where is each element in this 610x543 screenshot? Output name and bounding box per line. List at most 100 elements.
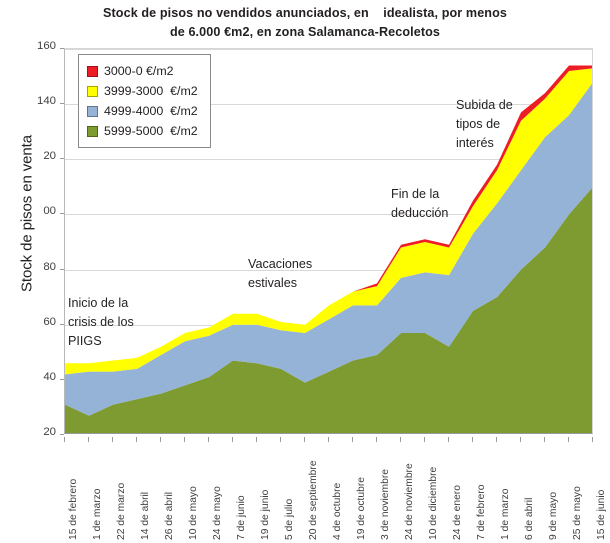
y-axis-tick-label: 80 (43, 260, 56, 273)
gridline (65, 104, 592, 105)
x-axis-tick-label: 15 de febrero (68, 478, 79, 540)
x-axis-tick-mark (64, 437, 65, 442)
y-axis-tick-mark (60, 158, 64, 159)
legend-item-label: 4999-4000 €/m2 (104, 104, 198, 118)
x-axis-tick-mark (496, 437, 497, 442)
x-axis-tick-mark (184, 437, 185, 442)
annotation-line: Inicio de la (68, 296, 129, 310)
x-axis-tick-label: 19 de junio (260, 489, 271, 540)
x-axis-tick-mark (376, 437, 377, 442)
x-axis-tick-label: 25 de mayo (572, 486, 583, 540)
y-axis-tick-mark (60, 324, 64, 325)
y-axis-tick-mark (60, 379, 64, 380)
annotation-tipos: Subida de tipos de interés (456, 96, 513, 153)
x-axis-tick-mark (88, 437, 89, 442)
gridline (65, 159, 592, 160)
area-series-1 (65, 188, 592, 433)
chart-title-line-2: de 6.000 €m2, en zona Salamanca-Recoleto… (169, 25, 441, 39)
x-axis-tick-mark (280, 437, 281, 442)
x-axis-tick-label: 1 de marzo (500, 488, 511, 540)
annotation-line: deducción (391, 206, 449, 220)
y-axis-tick-label: 00 (43, 205, 56, 218)
x-axis-tick-mark (400, 437, 401, 442)
x-axis-tick-label: 24 de noviembre (404, 463, 415, 540)
x-axis-tick-label: 4 de octubre (332, 482, 343, 540)
x-axis-tick-mark (160, 437, 161, 442)
x-axis-tick-label: 26 de abril (164, 491, 175, 540)
x-axis-tick-label: 5 de julio (284, 498, 295, 540)
x-axis-tick-label: 15 de junio (596, 489, 607, 540)
annotation-vacaciones: Vacaciones estivales (248, 255, 312, 293)
x-axis-tick-mark (208, 437, 209, 442)
legend-item[interactable]: 3999-3000 €/m2 (87, 81, 198, 101)
y-axis-title: Stock de pisos en venta (18, 135, 36, 292)
y-axis-tick-label: 40 (43, 370, 56, 383)
x-axis-tick-mark (304, 437, 305, 442)
x-axis-tick-mark (136, 437, 137, 442)
x-axis-tick-mark (112, 437, 113, 442)
x-axis-tick-label: 10 de diciembre (428, 466, 439, 540)
x-axis-tick-label: 19 de octubre (356, 477, 367, 540)
legend-item[interactable]: 3000-0 €/m2 (87, 61, 198, 81)
x-axis-tick-mark (448, 437, 449, 442)
annotation-line: Vacaciones (248, 257, 313, 271)
chart-legend: 3000-0 €/m2 3999-3000 €/m2 4999-4000 €/m2 5… (78, 54, 211, 148)
y-axis-tick-mark (60, 103, 64, 104)
y-label-occlusion (6, 149, 32, 168)
legend-color-swatch (87, 85, 98, 97)
plot-area (64, 48, 593, 434)
x-axis-tick-label: 6 de abril (524, 497, 535, 540)
x-axis-tick-label: 14 de abril (140, 491, 151, 540)
x-axis-tick-label: 24 de mayo (212, 486, 223, 540)
x-axis-tick-mark (256, 437, 257, 442)
chart-title: Stock de pisos no vendidos anunciados, e… (0, 4, 610, 42)
legend-color-swatch (87, 65, 98, 77)
x-axis-tick-mark (424, 437, 425, 442)
x-axis-tick-label: 7 de junio (236, 495, 247, 540)
area-series-3 (65, 68, 592, 375)
stacked-area-series (65, 65, 592, 433)
y-axis-tick-label: 60 (43, 315, 56, 328)
y-axis-tick-label: 140 (36, 95, 56, 108)
x-axis-tick-mark (328, 437, 329, 442)
x-axis-tick-label: 24 de enero (452, 485, 463, 540)
legend-item-label: 3000-0 €/m2 (104, 64, 174, 78)
x-axis-tick-mark (232, 437, 233, 442)
x-axis-tick-label: 22 de marzo (116, 482, 127, 540)
y-axis-tick-label: 20 (43, 426, 56, 438)
annotation-line: crisis de los (68, 315, 134, 329)
y-axis-tick-mark (60, 213, 64, 214)
annotation-line: estivales (248, 276, 297, 290)
y-axis-tick-mark (60, 434, 64, 435)
chart-title-line-1: Stock de pisos no vendidos anunciados, e… (103, 6, 507, 20)
x-axis-tick-mark (520, 437, 521, 442)
legend-item[interactable]: 4999-4000 €/m2 (87, 101, 198, 121)
x-axis-tick-mark (472, 437, 473, 442)
legend-item[interactable]: 5999-5000 €/m2 (87, 121, 198, 141)
y-axis-tick-mark (60, 269, 64, 270)
gridline (65, 49, 592, 50)
legend-color-swatch (87, 125, 98, 137)
x-axis-tick-mark (592, 437, 593, 442)
gridline (65, 214, 592, 215)
annotation-line: Subida de (456, 98, 513, 112)
legend-color-swatch (87, 105, 98, 117)
x-axis-tick-label: 1 de marzo (92, 488, 103, 540)
area-series-2 (65, 83, 592, 416)
x-axis-tick-label: 9 de mayo (548, 491, 559, 540)
gridline (65, 270, 592, 271)
legend-item-label: 5999-5000 €/m2 (104, 124, 198, 138)
annotation-deduccion: Fin de la deducción (391, 185, 448, 223)
x-axis-tick-mark (568, 437, 569, 442)
x-axis-tick-label: 3 de noviembre (380, 469, 391, 540)
annotation-line: interés (456, 136, 494, 150)
y-label-occlusion (6, 204, 32, 223)
x-axis-tick-mark (352, 437, 353, 442)
x-axis-tick-label: 20 de septiembre (308, 460, 319, 540)
x-axis: 15 de febrero 1 de marzo 22 de marzo 14 de … (64, 437, 607, 543)
y-axis-tick-label: 160 (36, 40, 56, 52)
annotation-line: tipos de (456, 117, 501, 131)
y-axis-tick-mark (60, 48, 64, 49)
y-axis-tick-label: 20 (43, 150, 56, 163)
